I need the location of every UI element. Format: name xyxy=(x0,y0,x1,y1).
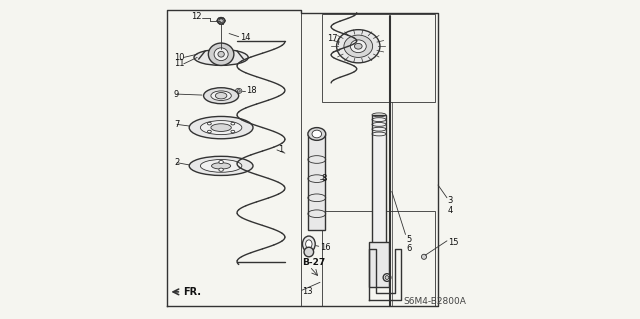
Ellipse shape xyxy=(216,93,227,99)
Ellipse shape xyxy=(212,163,230,169)
Ellipse shape xyxy=(344,35,372,57)
Ellipse shape xyxy=(211,124,231,131)
Text: 18: 18 xyxy=(246,86,257,95)
Ellipse shape xyxy=(385,276,389,279)
Ellipse shape xyxy=(337,30,380,63)
Ellipse shape xyxy=(306,240,312,248)
Text: 15: 15 xyxy=(447,238,458,247)
Ellipse shape xyxy=(211,91,231,100)
Text: 1: 1 xyxy=(278,145,284,154)
Text: 7: 7 xyxy=(174,120,179,129)
Ellipse shape xyxy=(218,51,224,57)
Text: S6M4-B2800A: S6M4-B2800A xyxy=(404,297,467,306)
Text: 11: 11 xyxy=(174,59,184,68)
Ellipse shape xyxy=(304,247,314,257)
Ellipse shape xyxy=(189,116,253,139)
Ellipse shape xyxy=(422,254,426,259)
Ellipse shape xyxy=(219,168,223,171)
Text: 14: 14 xyxy=(239,33,250,42)
Ellipse shape xyxy=(237,90,240,92)
Ellipse shape xyxy=(207,130,211,133)
Ellipse shape xyxy=(355,43,362,49)
Text: 4: 4 xyxy=(447,206,453,215)
Text: 13: 13 xyxy=(303,287,313,296)
Bar xyxy=(321,14,435,102)
Text: 12: 12 xyxy=(191,12,202,21)
Text: 16: 16 xyxy=(320,243,331,252)
Text: 5: 5 xyxy=(406,235,412,244)
Text: FR.: FR. xyxy=(183,287,201,297)
Ellipse shape xyxy=(383,274,391,281)
Ellipse shape xyxy=(204,88,239,104)
Ellipse shape xyxy=(189,156,253,175)
Bar xyxy=(308,134,325,230)
Text: 2: 2 xyxy=(174,158,179,167)
Ellipse shape xyxy=(236,88,242,93)
Text: 10: 10 xyxy=(174,53,184,62)
Ellipse shape xyxy=(218,18,225,24)
Text: 9: 9 xyxy=(174,90,179,99)
Text: 3: 3 xyxy=(447,197,453,205)
Text: 17: 17 xyxy=(328,34,338,43)
Text: B-27: B-27 xyxy=(303,258,326,267)
Ellipse shape xyxy=(209,43,234,65)
Ellipse shape xyxy=(219,160,223,164)
Ellipse shape xyxy=(214,48,228,61)
Ellipse shape xyxy=(231,130,235,133)
Ellipse shape xyxy=(200,121,242,135)
Bar xyxy=(372,115,386,249)
Ellipse shape xyxy=(207,122,211,125)
Ellipse shape xyxy=(219,19,223,23)
Ellipse shape xyxy=(312,130,321,138)
Bar xyxy=(369,242,388,287)
Text: 8: 8 xyxy=(321,174,327,183)
Ellipse shape xyxy=(303,236,316,252)
Ellipse shape xyxy=(308,128,326,140)
Ellipse shape xyxy=(231,122,235,125)
Ellipse shape xyxy=(200,160,242,172)
Ellipse shape xyxy=(194,49,248,65)
Ellipse shape xyxy=(350,40,366,53)
Text: 6: 6 xyxy=(406,244,412,253)
Bar xyxy=(321,211,435,306)
